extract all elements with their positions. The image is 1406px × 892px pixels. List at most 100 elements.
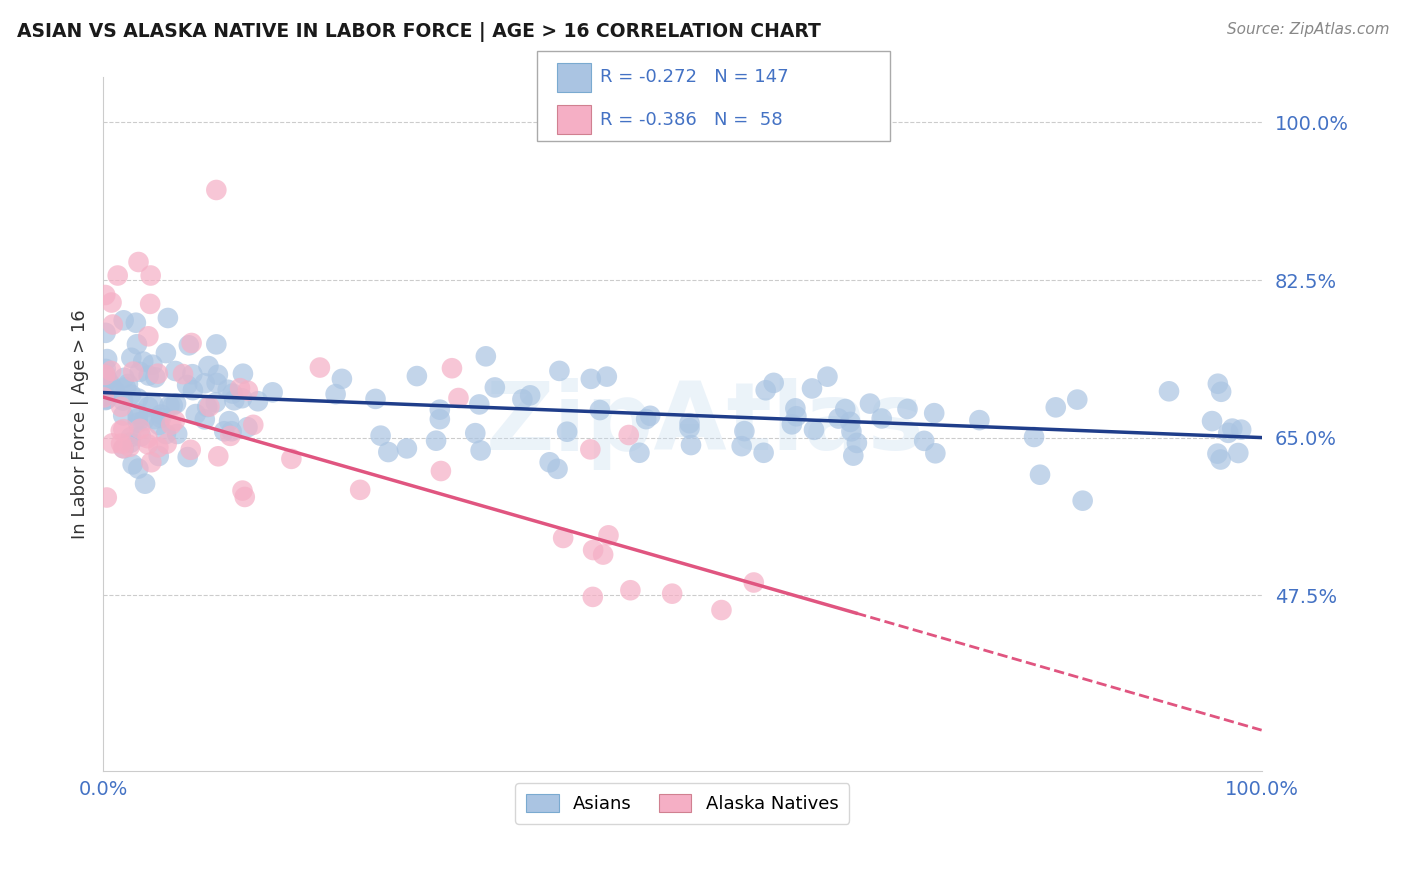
Point (112, 441, 135, 455)
Point (827, 411, 849, 425)
Point (94, 288, 117, 302)
Point (205, 183, 228, 197)
Point (330, 372, 353, 386)
Point (120, 387, 142, 401)
Point (755, 383, 778, 397)
Point (429, 402, 451, 417)
Point (710, 603, 733, 617)
Point (121, 458, 143, 472)
Point (242, 417, 264, 432)
Point (111, 393, 134, 408)
Point (155, 427, 177, 442)
Point (519, 388, 541, 402)
Point (1206, 376, 1229, 391)
Point (104, 384, 127, 398)
Point (579, 372, 602, 386)
Point (870, 411, 893, 425)
Point (377, 445, 399, 459)
Point (146, 367, 169, 381)
Point (1071, 493, 1094, 508)
Point (221, 424, 243, 438)
Point (145, 370, 167, 384)
Point (120, 430, 142, 444)
Point (447, 391, 470, 405)
Point (212, 424, 235, 438)
Point (924, 446, 946, 460)
Point (128, 255, 150, 269)
Point (475, 349, 498, 363)
Point (733, 424, 755, 438)
Point (110, 424, 132, 438)
Point (555, 425, 578, 439)
Point (165, 396, 187, 410)
Point (582, 590, 605, 604)
Point (132, 414, 155, 428)
Point (129, 429, 152, 443)
Point (1211, 384, 1233, 399)
Point (236, 384, 259, 398)
Point (166, 427, 188, 442)
Point (176, 378, 198, 392)
Point (143, 412, 166, 426)
Point (678, 421, 700, 435)
Point (538, 455, 561, 469)
Point (138, 329, 160, 343)
Point (94, 393, 117, 408)
Point (148, 417, 170, 432)
Point (148, 449, 170, 463)
Point (162, 399, 184, 413)
Point (100, 364, 122, 378)
Point (110, 400, 132, 414)
Point (205, 376, 228, 390)
Point (224, 393, 246, 408)
Point (184, 407, 207, 421)
Point (177, 338, 200, 352)
Point (128, 365, 150, 379)
Point (470, 443, 492, 458)
Point (1218, 425, 1240, 440)
Text: R = -0.386   N =  58: R = -0.386 N = 58 (600, 111, 783, 128)
Point (150, 411, 173, 425)
Point (817, 369, 839, 384)
Point (405, 369, 427, 384)
Point (127, 416, 149, 430)
Point (547, 462, 569, 476)
Point (205, 337, 228, 351)
Point (842, 449, 865, 463)
Point (1230, 423, 1253, 437)
Point (96, 392, 118, 407)
Point (110, 436, 132, 450)
Point (114, 380, 136, 394)
Point (129, 422, 152, 436)
Point (1045, 401, 1067, 415)
Point (136, 431, 159, 445)
Point (204, 395, 226, 409)
Point (429, 412, 451, 426)
Point (440, 361, 463, 376)
Point (117, 377, 139, 392)
Point (96, 352, 118, 367)
Point (617, 428, 640, 442)
Point (1209, 452, 1232, 467)
Point (628, 446, 651, 460)
Point (553, 531, 575, 545)
Point (231, 483, 253, 498)
Point (100, 295, 122, 310)
Point (579, 442, 602, 457)
Point (93, 391, 115, 405)
Point (112, 313, 135, 327)
Point (112, 371, 135, 385)
Point (195, 400, 218, 414)
Point (246, 394, 269, 409)
Point (425, 434, 447, 448)
Point (1029, 467, 1052, 482)
Text: ZipAtlas: ZipAtlas (486, 378, 925, 470)
Point (94, 362, 117, 376)
Point (120, 351, 142, 365)
Point (101, 436, 124, 450)
Point (236, 420, 259, 434)
Point (177, 450, 200, 464)
Point (180, 442, 202, 457)
Point (221, 386, 243, 401)
Point (198, 400, 221, 414)
